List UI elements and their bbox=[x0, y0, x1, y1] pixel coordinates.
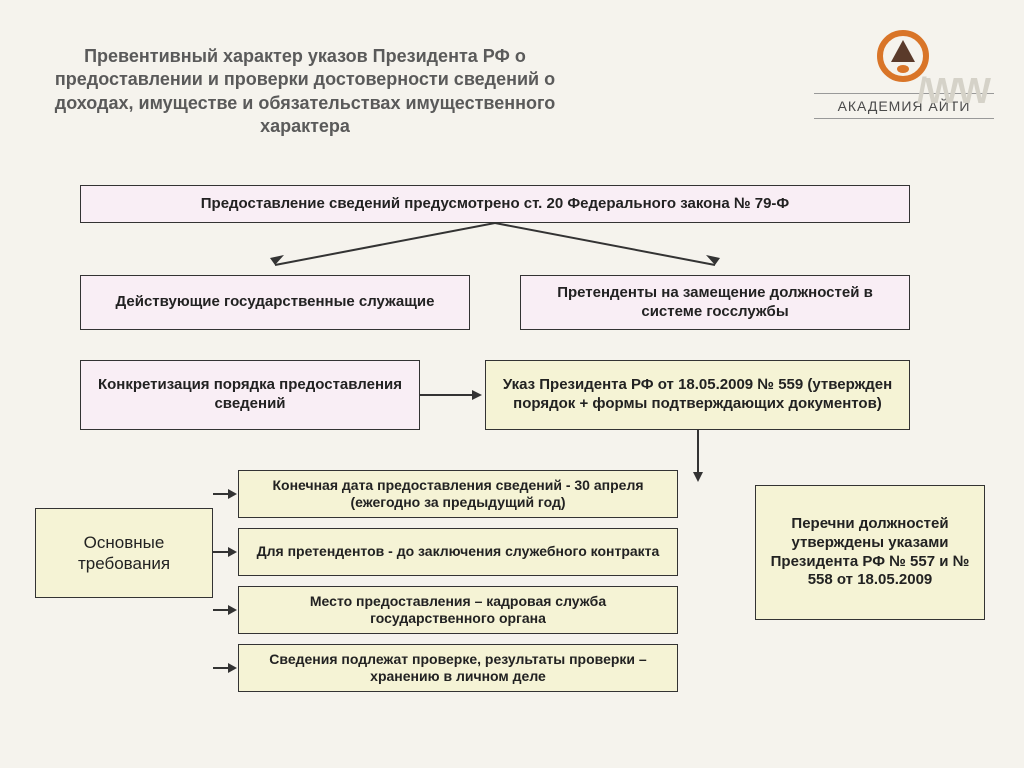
connector-req4 bbox=[213, 660, 238, 676]
box-req-candidates: Для претендентов - до заключения служебн… bbox=[238, 528, 678, 576]
box-top-law: Предоставление сведений предусмотрено ст… bbox=[80, 185, 910, 223]
connector-arrow-down bbox=[688, 430, 708, 485]
page-title: Превентивный характер указов Президента … bbox=[40, 45, 570, 139]
connector-arrow-right bbox=[420, 385, 485, 405]
box-specification: Конкретизация порядка предоставления све… bbox=[80, 360, 420, 430]
box-req-deadline: Конечная дата предоставления сведений - … bbox=[238, 470, 678, 518]
box-decree-559: Указ Президента РФ от 18.05.2009 № 559 (… bbox=[485, 360, 910, 430]
box-req-place: Место предоставления – кадровая служба г… bbox=[238, 586, 678, 634]
connector-req3 bbox=[213, 602, 238, 618]
connector-req2 bbox=[213, 544, 238, 560]
connector-split bbox=[80, 223, 910, 275]
box-position-lists: Перечни должностей утверждены указами Пр… bbox=[755, 485, 985, 620]
box-requirements-title: Основные требования bbox=[35, 508, 213, 598]
box-current-servants: Действующие государственные служащие bbox=[80, 275, 470, 330]
logo-icon bbox=[877, 30, 932, 85]
box-req-verification: Сведения подлежат проверке, результаты п… bbox=[238, 644, 678, 692]
connector-req1 bbox=[213, 486, 238, 502]
logo: /WW АКАДЕМИЯ АЙТИ bbox=[814, 30, 994, 123]
box-candidates: Претенденты на замещение должностей в си… bbox=[520, 275, 910, 330]
